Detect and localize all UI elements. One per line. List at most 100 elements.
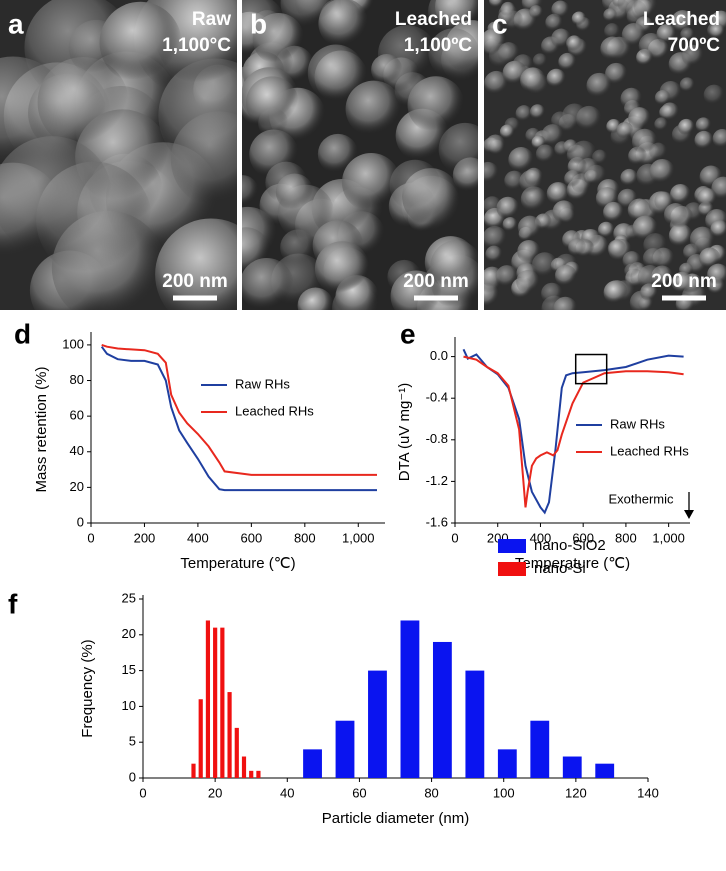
y-tick-label: 80 (70, 372, 84, 387)
x-tick-label: 20 (208, 785, 222, 800)
sem-texture (517, 215, 543, 240)
y-tick-label: -0.4 (426, 390, 448, 405)
legend-swatch (498, 562, 526, 576)
y-axis-label: Frequency (%) (79, 639, 96, 737)
sem-texture (389, 159, 441, 211)
y-tick-label: 0.0 (430, 348, 448, 363)
sem-texture (529, 5, 544, 20)
x-tick-label: 600 (241, 530, 263, 545)
bar (191, 763, 196, 778)
sem-texture (586, 164, 607, 186)
sem-texture (516, 269, 540, 294)
sem-texture (703, 84, 725, 106)
highlight-box (574, 353, 608, 385)
sem-texture (499, 124, 515, 140)
sem-texture (531, 252, 558, 279)
legend-swatch (498, 539, 526, 553)
bar (562, 756, 582, 778)
sem-texture (551, 0, 570, 19)
bar (595, 763, 615, 778)
sem-texture (428, 28, 478, 80)
sem-texture (496, 196, 520, 220)
x-tick-label: 0 (87, 530, 94, 545)
sem-texture (498, 4, 518, 24)
sem-texture (314, 241, 370, 296)
sem-texture (317, 133, 359, 175)
sem-texture (699, 247, 721, 269)
sem-texture (484, 225, 507, 251)
sem-texture (532, 53, 548, 68)
legend-label: nano-Si (534, 560, 586, 577)
scale-label: 200 nm (162, 271, 227, 292)
sem-texture (681, 44, 704, 67)
bar (234, 727, 239, 778)
bar (335, 720, 355, 778)
sem-texture (617, 0, 639, 14)
sem-texture (624, 263, 640, 279)
x-tick-label: 100 (493, 785, 515, 800)
sem-caption: Raw (192, 9, 231, 30)
sem-texture (663, 203, 688, 227)
bar (303, 749, 322, 778)
y-tick-label: -0.8 (426, 431, 448, 446)
scale-label: 200 nm (651, 271, 716, 292)
sem-texture (642, 247, 664, 269)
sem-texture (242, 175, 259, 208)
sem-texture (654, 89, 671, 106)
sem-texture (551, 28, 572, 49)
sem-texture (484, 196, 503, 216)
x-tick-label: 80 (424, 785, 438, 800)
sem-texture (603, 201, 625, 223)
sem-texture (628, 107, 651, 131)
panel-label: b (250, 8, 267, 39)
sem-texture (678, 118, 695, 136)
sem-texture (484, 70, 509, 96)
sem-texture (679, 77, 695, 93)
sem-texture (600, 36, 625, 61)
bar (432, 641, 452, 778)
y-axis-label: Mass retention (%) (33, 367, 50, 493)
x-tick-label: 1,000 (652, 530, 685, 545)
legend-label: Raw RHs (235, 376, 290, 391)
bar (530, 720, 550, 778)
x-tick-label: 120 (565, 785, 587, 800)
sem-caption: Leached (395, 9, 472, 30)
annotation: Exothermic (608, 491, 674, 506)
sem-texture (620, 87, 643, 110)
sem-texture (654, 117, 669, 132)
sem-texture (524, 167, 544, 187)
bar (249, 770, 254, 778)
sem-texture (576, 105, 602, 132)
panel-label: c (492, 8, 508, 39)
sem-texture (620, 168, 639, 187)
sem-texture (242, 257, 294, 310)
y-tick-label: 100 (62, 336, 84, 351)
sem-image (242, 0, 478, 310)
y-tick-label: -1.2 (426, 473, 448, 488)
sem-texture (632, 215, 658, 242)
sem-temperature: 1,100°C (162, 35, 231, 56)
sem-texture (660, 102, 680, 122)
bar (198, 699, 203, 778)
sem-texture (520, 67, 546, 94)
x-tick-label: 800 (294, 530, 316, 545)
sem-texture (668, 223, 693, 248)
sem-texture (656, 24, 677, 45)
y-tick-label: 25 (122, 590, 136, 605)
chart: f 0 5 10 15 20 25 0 20 40 60 80 100 120 140 Particle di… (8, 537, 659, 827)
sem-texture (430, 240, 478, 292)
data-line (101, 343, 377, 476)
panel-label: f (8, 588, 18, 619)
sem-texture (709, 23, 726, 40)
sem-texture (345, 80, 403, 138)
sem-texture (307, 44, 365, 102)
bar (220, 627, 225, 778)
legend-label: Raw RHs (610, 416, 665, 431)
y-tick-label: 15 (122, 662, 136, 677)
sem-image (484, 0, 726, 310)
bar (497, 749, 517, 778)
bar (465, 670, 485, 778)
sem-texture (515, 105, 533, 123)
